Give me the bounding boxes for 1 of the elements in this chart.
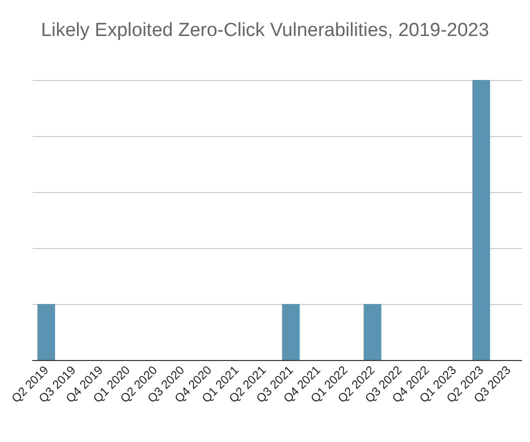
chart-title: Likely Exploited Zero-Click Vulnerabilities, 2019-2023 [40,20,490,41]
